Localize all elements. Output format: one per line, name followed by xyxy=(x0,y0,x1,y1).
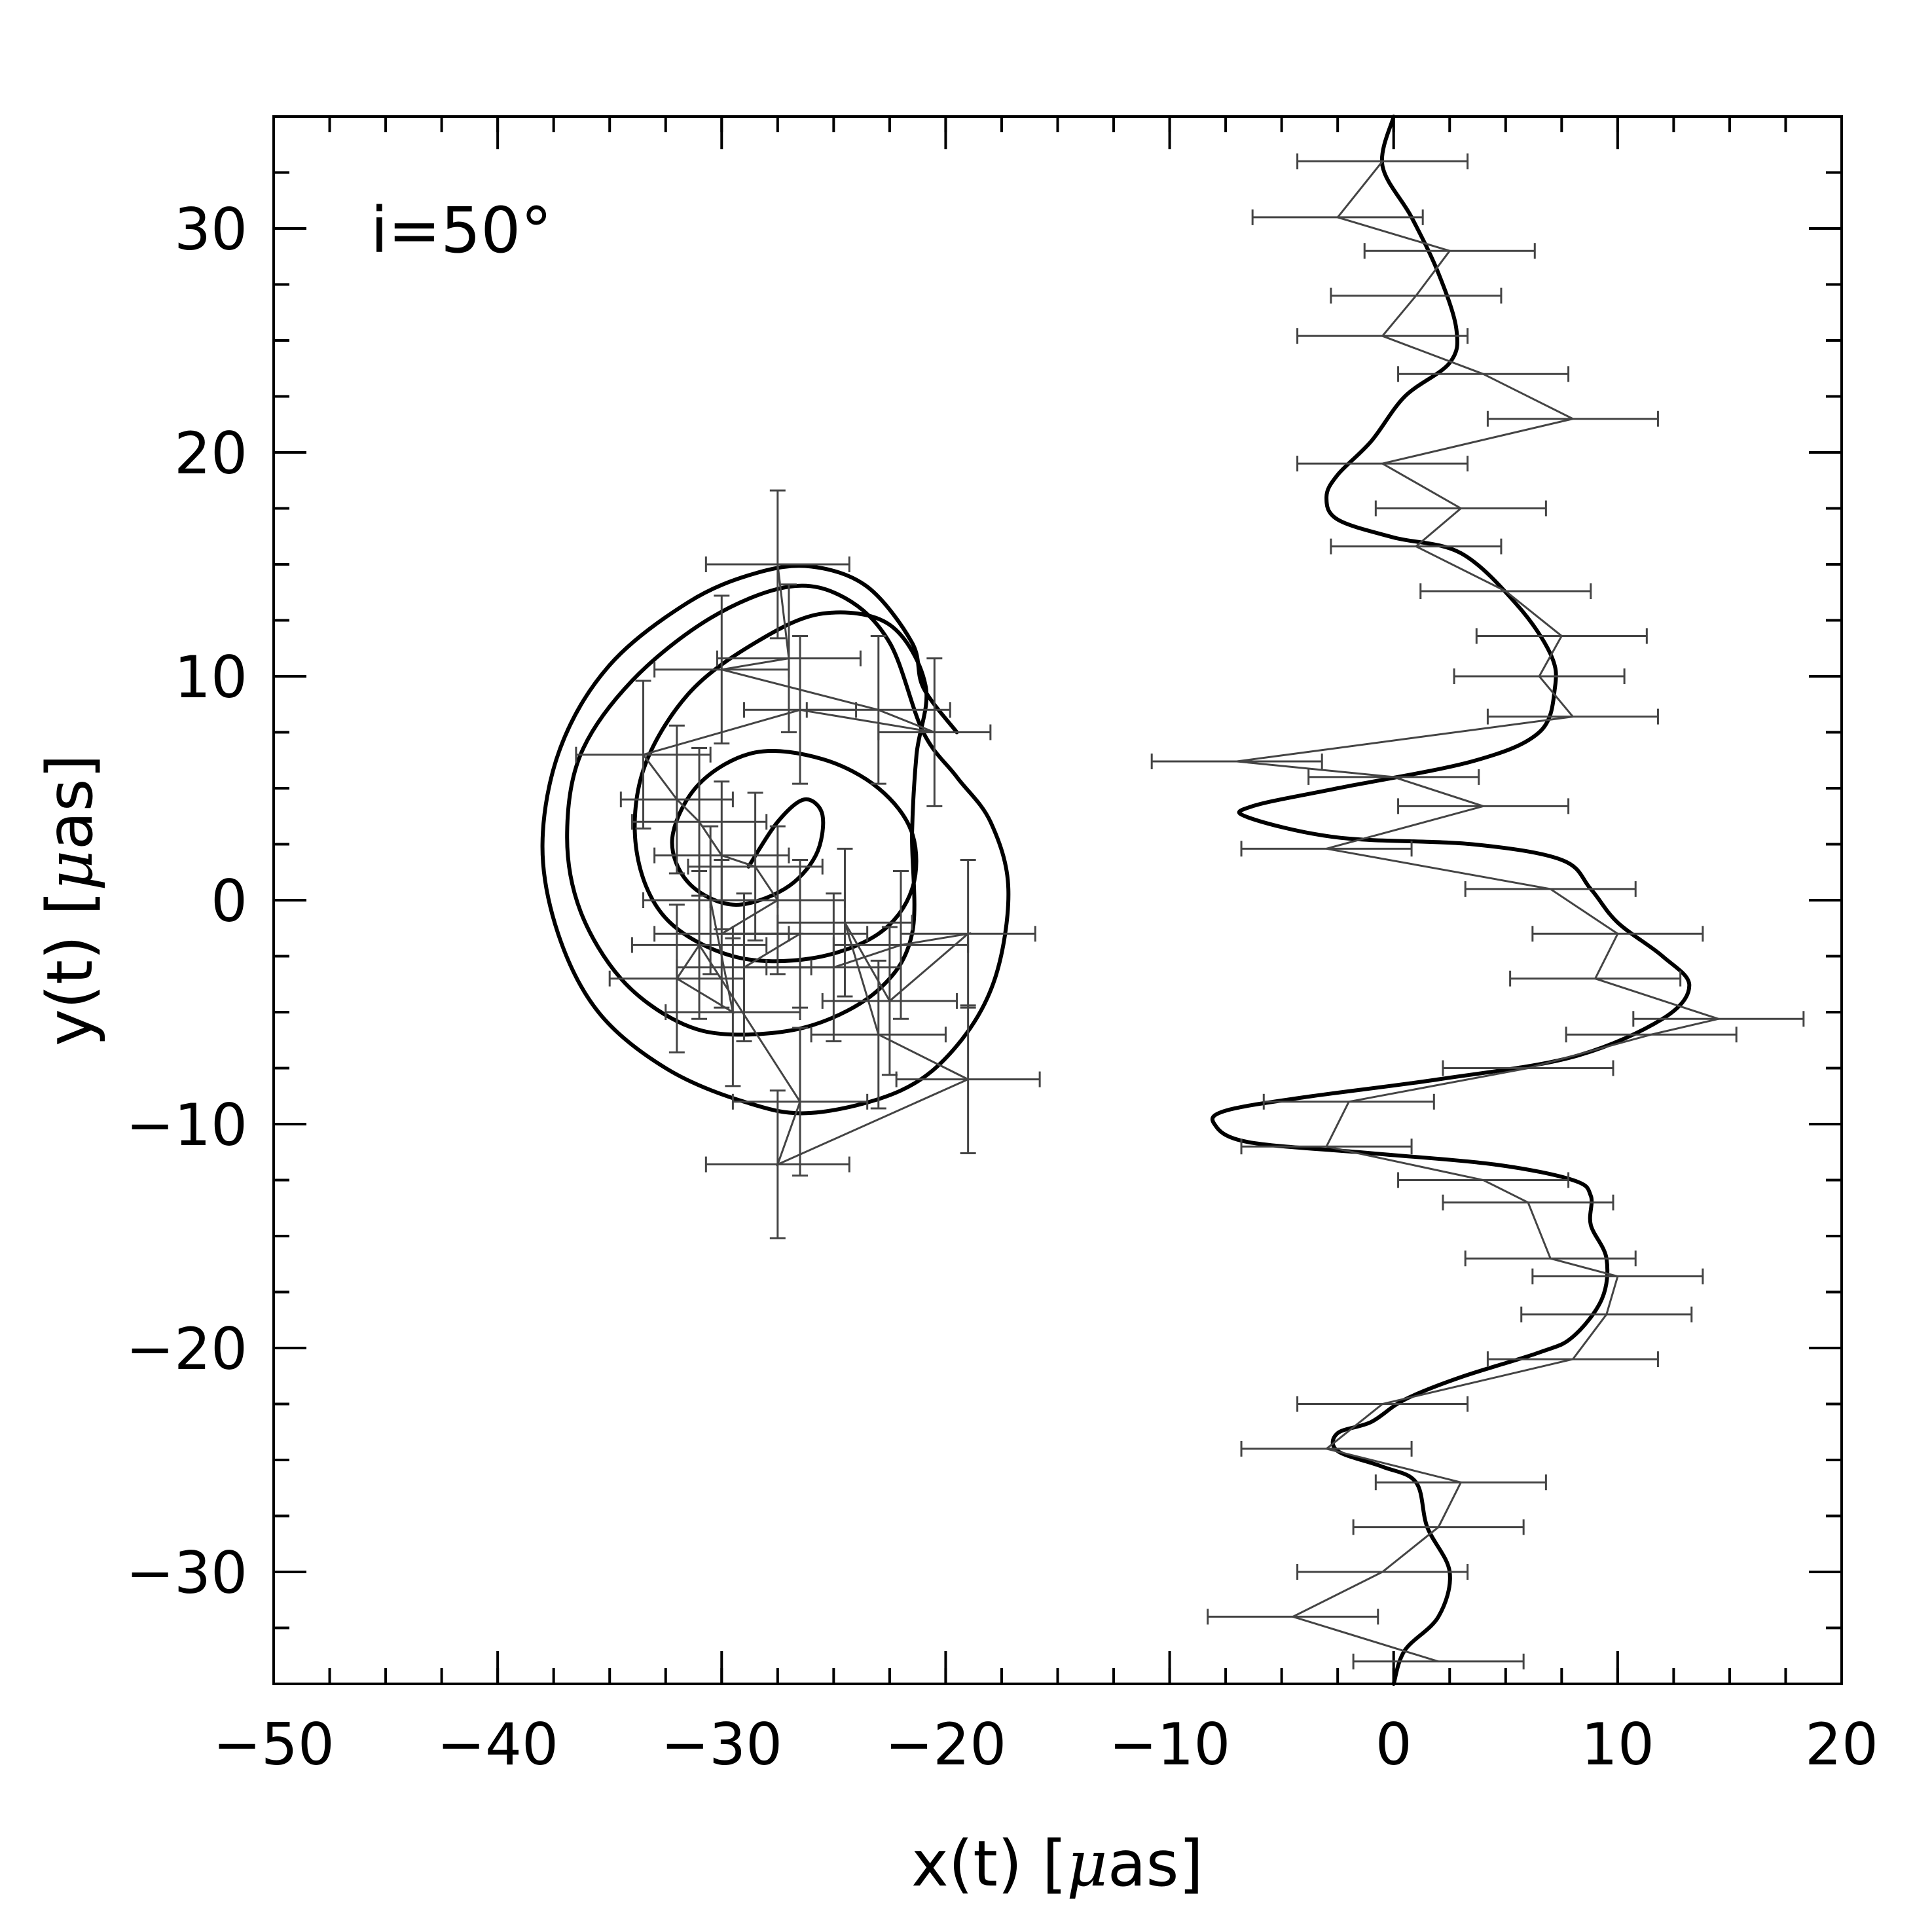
y-tick-label: −10 xyxy=(126,1091,247,1159)
x-tick-label: −40 xyxy=(437,1711,558,1778)
major-ticks xyxy=(272,117,1843,1684)
observations-left xyxy=(575,489,1041,1239)
x-tick-label: −20 xyxy=(885,1711,1007,1778)
x-tick-label: −30 xyxy=(661,1711,782,1778)
plot-frame xyxy=(272,115,1843,1685)
minor-ticks xyxy=(272,115,1843,1685)
y-tick-label: 20 xyxy=(174,420,247,487)
x-tick-label: 0 xyxy=(1376,1711,1412,1778)
model-wave-curve xyxy=(1210,115,1692,1686)
observations-right xyxy=(1150,153,1805,1669)
y-tick-label: −30 xyxy=(126,1539,247,1607)
x-tick-label: 20 xyxy=(1805,1711,1878,1778)
inclination-annotation: i=50° xyxy=(371,194,552,267)
y-tick-label: 0 xyxy=(211,867,247,935)
y-tick-label: −20 xyxy=(126,1315,247,1383)
x-tick-label: −50 xyxy=(213,1711,335,1778)
y-tick-label: 10 xyxy=(174,644,247,711)
x-tick-label: −10 xyxy=(1109,1711,1231,1778)
y-tick-label: 30 xyxy=(174,196,247,263)
observations xyxy=(575,153,1805,1669)
observation-track xyxy=(641,564,972,1167)
tick-labels: −50 −40 −30 −20 −10 0 10 20 −30 −20 −10 0 10 20 30 xyxy=(126,196,1878,1778)
model-spiral-curve xyxy=(540,564,1011,1116)
y-axis-label: y(t) [μas] xyxy=(33,754,107,1046)
observation-track xyxy=(1237,160,1722,1663)
x-axis-label: x(t) [μas] xyxy=(911,1827,1203,1901)
x-tick-label: 10 xyxy=(1581,1711,1654,1778)
